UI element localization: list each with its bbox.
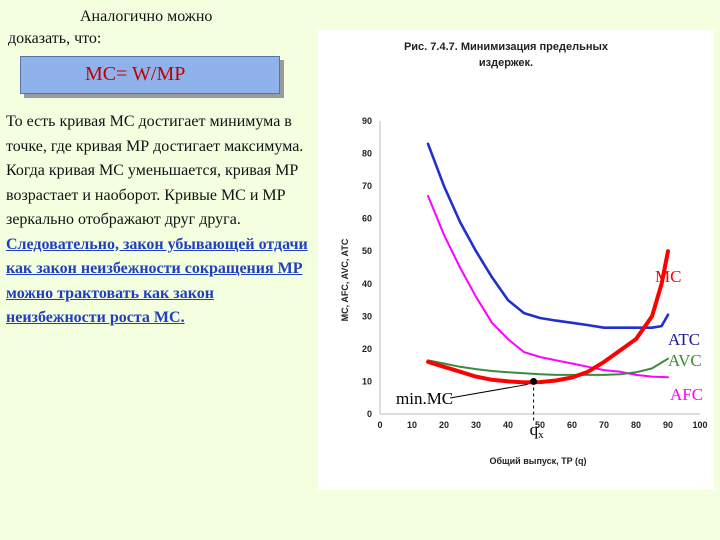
chart-title-line-2: издержек.: [479, 57, 533, 69]
y-tick-label: 70: [362, 181, 372, 191]
x-axis-label: Общий выпуск, TP (q): [490, 456, 587, 466]
chart-panel: Рис. 7.4.7. Минимизация предельных издер…: [318, 30, 714, 490]
x-tick-label: 40: [503, 420, 513, 430]
cost-chart: Рис. 7.4.7. Минимизация предельных издер…: [340, 41, 708, 466]
explanation-emphasis: Следовательно, закон убывающей отдачи ка…: [6, 235, 308, 327]
y-tick-label: 10: [362, 376, 372, 386]
intro-text: Аналогично можно доказать, что:: [8, 6, 308, 50]
label-afc: AFC: [670, 385, 703, 404]
formula-box: MC= W/MP: [20, 56, 280, 94]
label-atc: ATC: [668, 330, 700, 349]
label-qx-subscript: x: [538, 429, 544, 441]
x-tick-label: 80: [631, 420, 641, 430]
x-tick-label: 20: [439, 420, 449, 430]
x-tick-label: 90: [663, 420, 673, 430]
x-tick-label: 70: [599, 420, 609, 430]
intro-line-2: доказать, что:: [8, 30, 102, 47]
series-atc-line: [426, 142, 670, 329]
chart-title-line-1: Рис. 7.4.7. Минимизация предельных: [404, 41, 609, 53]
series-mc-line: [426, 249, 670, 385]
explanation-paragraph: То есть кривая МС достигает минимума в т…: [6, 110, 310, 331]
x-tick-label: 30: [471, 420, 481, 430]
y-tick-label: 80: [362, 149, 372, 159]
intro-line-1: Аналогично можно: [80, 8, 213, 25]
y-tick-label: 30: [362, 311, 372, 321]
y-tick-label: 90: [362, 116, 372, 126]
label-qx-base: q: [530, 420, 539, 439]
min-mc-point: [530, 377, 538, 385]
y-tick-label: 60: [362, 214, 372, 224]
label-mc: MC: [655, 267, 681, 286]
x-tick-label: 0: [377, 420, 382, 430]
y-tick-label: 20: [362, 344, 372, 354]
x-tick-label: 50: [535, 420, 545, 430]
y-tick-label: 0: [367, 409, 372, 419]
x-tick-label: 60: [567, 420, 577, 430]
x-tick-label: 100: [692, 420, 707, 430]
formula-text: MC= W/MP: [85, 63, 186, 85]
label-min-mc: min.MC: [396, 389, 453, 408]
y-tick-label: 40: [362, 279, 372, 289]
min-mc-pointer: [449, 383, 528, 399]
label-avc: AVC: [668, 351, 702, 370]
x-tick-label: 10: [407, 420, 417, 430]
y-axis-label: MC, AFC, AVC, ATC: [340, 238, 350, 321]
series-avc-line: [427, 357, 669, 376]
y-tick-label: 50: [362, 246, 372, 256]
explanation-plain: То есть кривая МС достигает минимума в т…: [6, 113, 304, 228]
label-qx: qx: [530, 420, 545, 441]
series-afc-line: [427, 194, 669, 379]
